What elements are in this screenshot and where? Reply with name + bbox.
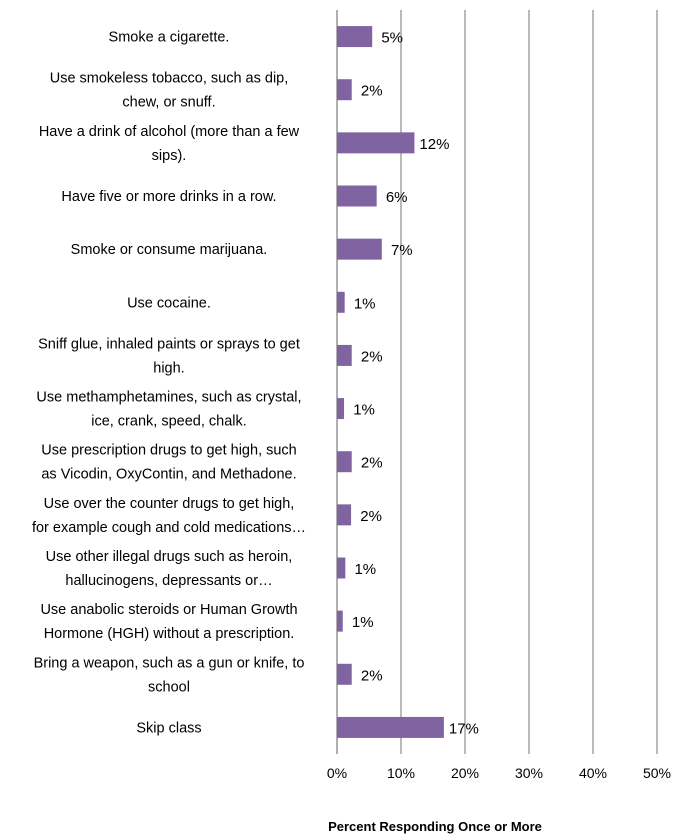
- data-label: 12%: [419, 136, 449, 153]
- category-label: for example cough and cold medications…: [32, 520, 306, 536]
- bar: [337, 26, 373, 48]
- category-label: hallucinogens, depressants or…: [65, 573, 272, 589]
- data-label: 2%: [360, 508, 382, 525]
- bar: [337, 504, 352, 526]
- category-label: chew, or snuff.: [122, 95, 215, 111]
- x-tick-label: 50%: [643, 765, 671, 781]
- bar: [337, 716, 444, 738]
- category-label: Use over the counter drugs to get high,: [44, 496, 295, 512]
- category-label: Smoke or consume marijuana.: [71, 242, 268, 258]
- category-label: sips).: [152, 148, 187, 164]
- data-label: 1%: [352, 614, 374, 631]
- bar: [337, 610, 343, 632]
- category-label: Use cocaine.: [127, 295, 211, 311]
- x-tick-label: 10%: [387, 765, 415, 781]
- category-label: Bring a weapon, such as a gun or knife, …: [34, 655, 305, 671]
- category-label: Sniff glue, inhaled paints or sprays to …: [38, 336, 300, 352]
- category-label: Use other illegal drugs such as heroin,: [46, 549, 293, 565]
- category-label: school: [148, 679, 190, 695]
- value-labels: 5% 2% 12% 6% 7% 1% 2% 1% 2% 2% 1% 1% 2% 17%: [352, 30, 479, 738]
- bars: [337, 26, 444, 738]
- category-label: Have a drink of alcohol (more than a few: [39, 124, 300, 140]
- bar: [337, 291, 345, 313]
- data-label: 2%: [361, 348, 383, 365]
- x-tick-label: 30%: [515, 765, 543, 781]
- category-label: Have five or more drinks in a row.: [61, 189, 276, 205]
- data-label: 1%: [353, 402, 375, 419]
- category-labels: Smoke a cigarette. Use smokeless tobacco,…: [32, 30, 306, 737]
- data-label: 2%: [361, 455, 383, 472]
- data-label: 17%: [449, 720, 479, 737]
- data-label: 6%: [386, 189, 408, 206]
- bar: [337, 132, 415, 154]
- category-label: Hormone (HGH) without a prescription.: [44, 626, 295, 642]
- category-label: Use prescription drugs to get high, such: [41, 443, 297, 459]
- bar: [337, 398, 345, 420]
- data-label: 7%: [391, 242, 413, 259]
- bar: [337, 344, 352, 366]
- category-label: Smoke a cigarette.: [109, 30, 230, 46]
- bar: [337, 79, 352, 101]
- category-label: Use methamphetamines, such as crystal,: [36, 390, 301, 406]
- category-label: high.: [153, 360, 184, 376]
- data-label: 2%: [361, 667, 383, 684]
- bar: [337, 185, 377, 207]
- category-label: Use anabolic steroids or Human Growth: [40, 602, 297, 618]
- category-label: Skip class: [136, 720, 201, 736]
- category-label: as Vicodin, OxyContin, and Methadone.: [41, 467, 296, 483]
- x-tick-label: 0%: [327, 765, 347, 781]
- category-label: Use smokeless tobacco, such as dip,: [50, 71, 289, 87]
- category-label: ice, crank, speed, chalk.: [91, 414, 247, 430]
- gridlines: [336, 10, 658, 754]
- data-label: 5%: [381, 30, 403, 47]
- x-tick-label: 20%: [451, 765, 479, 781]
- bar: [337, 238, 382, 260]
- x-axis-ticks: 0% 10% 20% 30% 40% 50%: [327, 765, 671, 781]
- bar: [337, 451, 352, 473]
- x-tick-label: 40%: [579, 765, 607, 781]
- data-label: 1%: [354, 295, 376, 312]
- bar: [337, 663, 352, 685]
- data-label: 1%: [354, 561, 376, 578]
- bar: [337, 557, 346, 579]
- data-label: 2%: [361, 83, 383, 100]
- x-axis-title: Percent Responding Once or More: [328, 819, 542, 834]
